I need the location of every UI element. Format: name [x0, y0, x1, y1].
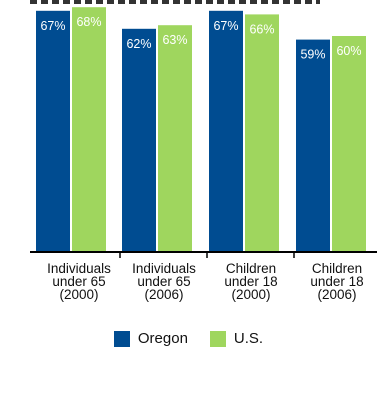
category-label: Individuals under 65 (2000) — [37, 261, 121, 302]
bar-value-label: 66% — [249, 22, 274, 36]
category-label-line: Individuals — [47, 261, 111, 276]
category-label-line: Children — [311, 261, 363, 276]
category-label: Children under 18 (2000) — [209, 261, 293, 302]
category-label-line: under 65 — [137, 274, 191, 289]
bar-value-label: 62% — [126, 37, 151, 51]
title-cutoff-strip — [30, 0, 320, 4]
category-label-line: Children — [225, 261, 277, 276]
category-label: Individuals under 65 (2006) — [122, 261, 206, 302]
bar-oregon-0 — [36, 10, 70, 252]
bar-value-label: 59% — [300, 48, 325, 62]
category-label-line: (2006) — [317, 287, 357, 302]
legend-label-oregon: Oregon — [137, 330, 188, 347]
category-label-line: under 18 — [310, 274, 364, 289]
bar-us-2 — [245, 14, 279, 253]
bar-us-0 — [72, 7, 106, 253]
legend-swatch-oregon — [113, 330, 130, 347]
category-label-line: Individuals — [132, 261, 196, 276]
legend-item-oregon: Oregon — [113, 330, 188, 347]
bar-value-label: 67% — [40, 19, 65, 33]
bar-value-label: 60% — [336, 44, 361, 58]
category-label-line: (2006) — [144, 287, 184, 302]
category-label-line: (2000) — [59, 287, 99, 302]
category-label: Children under 18 (2006) — [295, 261, 377, 302]
legend-label-us: U.S. — [233, 330, 264, 347]
bar-us-3 — [332, 36, 366, 252]
legend-item-us: U.S. — [209, 330, 264, 347]
bar-oregon-1 — [122, 28, 156, 252]
bar-us-1 — [158, 25, 192, 253]
bar-oregon-3 — [296, 39, 330, 252]
bar-value-label: 68% — [76, 15, 101, 29]
legend-swatch-us — [209, 330, 226, 347]
bar-value-label: 67% — [213, 19, 238, 33]
chart-legend: Oregon U.S. — [0, 330, 377, 347]
category-label-line: (2000) — [231, 287, 271, 302]
category-label-line: under 18 — [224, 274, 278, 289]
bar-oregon-2 — [209, 10, 243, 252]
category-label-line: under 65 — [52, 274, 106, 289]
bar-value-label: 63% — [162, 33, 187, 47]
